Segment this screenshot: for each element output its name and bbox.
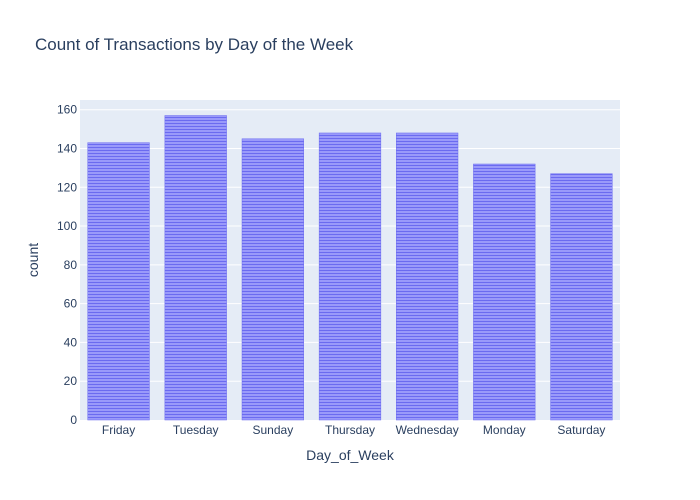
x-tick-label: Sunday xyxy=(253,423,294,437)
y-tick-label: 40 xyxy=(64,335,78,349)
y-tick-label: 100 xyxy=(57,219,77,233)
bar-saturday[interactable] xyxy=(550,173,613,421)
y-axis-title: count xyxy=(25,243,41,277)
y-tick-label: 60 xyxy=(64,297,78,311)
x-axis-ticks: Friday Tuesday Sunday Thursday Wednesday Mond… xyxy=(102,423,606,437)
bar-thursday[interactable] xyxy=(318,132,382,421)
x-tick-label: Tuesday xyxy=(173,423,219,437)
bar-wednesday[interactable] xyxy=(396,132,459,421)
x-tick-label: Wednesday xyxy=(396,423,459,437)
x-tick-label: Thursday xyxy=(325,423,375,437)
bar-monday[interactable] xyxy=(473,163,536,421)
y-axis-ticks: 0 20 40 60 80 100 120 140 160 xyxy=(57,103,77,427)
y-tick-label: 140 xyxy=(57,141,77,155)
chart-title: Count of Transactions by Day of the Week xyxy=(35,35,354,54)
y-tick-label: 80 xyxy=(64,258,78,272)
y-tick-label: 0 xyxy=(70,413,77,427)
y-tick-label: 120 xyxy=(57,180,77,194)
bar-tuesday[interactable] xyxy=(164,115,227,421)
bar-sunday[interactable] xyxy=(241,138,304,421)
x-tick-label: Saturday xyxy=(557,423,605,437)
y-tick-label: 160 xyxy=(57,103,77,117)
x-tick-label: Monday xyxy=(483,423,526,437)
x-axis-title: Day_of_Week xyxy=(306,447,395,463)
bars xyxy=(87,115,613,421)
bar-friday[interactable] xyxy=(87,142,150,421)
y-tick-label: 20 xyxy=(64,374,78,388)
x-tick-label: Friday xyxy=(102,423,135,437)
